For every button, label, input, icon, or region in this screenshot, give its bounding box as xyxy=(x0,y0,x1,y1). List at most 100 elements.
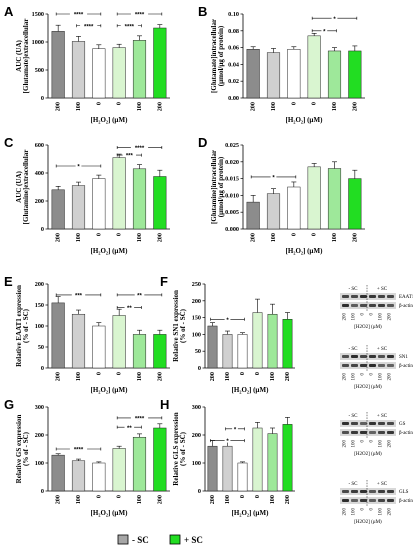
y-tick-label: 50 xyxy=(195,348,201,355)
x-tick-label: 0 xyxy=(239,372,246,375)
y-tick-label: 0.000 xyxy=(225,226,239,233)
blot-band xyxy=(369,422,376,425)
bar xyxy=(71,41,86,99)
x-tick-label: 100 xyxy=(224,495,231,504)
x-tick-label: 200 xyxy=(209,495,216,504)
x-tick-label: 0 xyxy=(254,372,261,375)
y-tick-label: 200 xyxy=(192,298,201,305)
x-tick-label: 100 xyxy=(331,102,338,111)
x-axis-title: [H₂O₂] (µM) xyxy=(91,116,128,124)
blot-strip xyxy=(340,488,396,495)
y-tick-label: 0.02 xyxy=(228,78,239,85)
bar xyxy=(92,462,106,492)
western-blots: - SC + SC EAAT1 β-actin 200 100 0 0 100 200 [H2O2]… xyxy=(340,285,413,525)
blot-band-label: β-actin xyxy=(399,431,413,436)
blot-band xyxy=(378,499,385,502)
chart-panel-b: B 0.00 0.02 0.04 0.06 0.08 0.10 200 100 0 0 100 200 [… xyxy=(198,4,365,124)
y-axis-subtitle: (µmol/µg of protein) xyxy=(217,156,225,217)
chart-panel-d: D 0.000 0.005 0.010 0.015 0.020 0.025 200 100 0 0 1… xyxy=(198,135,365,255)
blot-band xyxy=(342,431,349,434)
x-tick-label: 100 xyxy=(75,495,82,504)
bar xyxy=(222,445,233,492)
y-tick-label: 0.005 xyxy=(225,209,239,216)
y-tick-label: 300 xyxy=(192,404,201,411)
y-axis-subtitle: (% of - SC) xyxy=(179,431,187,466)
x-tick-label: 0 xyxy=(95,372,102,375)
x-tick-label: 100 xyxy=(75,372,82,381)
bar xyxy=(132,40,147,99)
bar xyxy=(112,315,126,369)
blot-band xyxy=(360,490,367,493)
legend-swatch xyxy=(169,534,181,545)
blot-band xyxy=(387,304,394,307)
blot-dose-label: 0 xyxy=(361,508,366,511)
blot-dose-label: 0 xyxy=(370,373,375,376)
bar xyxy=(282,319,293,369)
x-tick-label: 100 xyxy=(136,372,143,381)
blot-band xyxy=(369,499,376,502)
bar xyxy=(92,48,106,99)
blot-group-label: - SC xyxy=(348,482,358,487)
bar xyxy=(92,325,106,369)
blot-dose-label: 0 xyxy=(361,440,366,443)
blot-strip xyxy=(340,302,396,309)
chart-panel-c: C 0 200 400 600 200 100 0 0 100 200 [H₂O₂] (µM) AUC … xyxy=(4,135,170,255)
x-tick-label: 0 xyxy=(254,495,261,498)
significance-label: * xyxy=(333,17,336,23)
x-axis-title: [H₂O₂] (µM) xyxy=(232,386,269,394)
x-axis-title: [H₂O₂] (µM) xyxy=(286,116,323,124)
blot-band xyxy=(378,304,385,307)
blot-dose-label: 0 xyxy=(361,373,366,376)
blot-band xyxy=(387,364,394,367)
blot-dose-label: 200 xyxy=(388,508,393,516)
x-tick-label: 100 xyxy=(75,102,82,111)
y-axis-title: Relative GLS expression xyxy=(172,412,180,485)
significance-label-bg xyxy=(120,22,138,28)
blot-dose-label: 100 xyxy=(379,440,384,448)
blot-dose-label: 100 xyxy=(352,373,357,381)
bar xyxy=(51,31,65,99)
y-tick-label: 0 xyxy=(41,95,44,102)
significance-label-bg xyxy=(71,291,86,297)
y-tick-label: 200 xyxy=(35,432,44,439)
blot-band xyxy=(342,304,349,307)
y-tick-label: 600 xyxy=(35,142,44,149)
significance-label: **** xyxy=(135,146,145,152)
significance-label: **** xyxy=(135,417,145,423)
y-tick-label: 0.04 xyxy=(228,61,239,68)
x-tick-label: 0 xyxy=(116,372,123,375)
blot-band xyxy=(351,431,358,434)
significance-label-bg xyxy=(331,15,338,21)
blot-dose-label: 100 xyxy=(352,313,357,321)
blot-dose-label: 100 xyxy=(352,508,357,516)
blot-band xyxy=(342,422,349,425)
bar xyxy=(153,176,167,230)
y-axis-title: Relative GS expression xyxy=(15,415,23,484)
blot-band xyxy=(369,490,376,493)
significance-label-bg xyxy=(270,173,277,179)
panel-letter: E xyxy=(4,274,13,289)
blot-band xyxy=(387,355,394,358)
significance-label-bg xyxy=(69,11,88,16)
bar xyxy=(348,50,362,99)
x-tick-label: 200 xyxy=(55,102,62,111)
significance-label: *** xyxy=(126,154,134,160)
bar xyxy=(267,433,278,492)
significance-label-bg xyxy=(224,316,231,322)
y-axis-title: AUC (UA) xyxy=(15,39,23,71)
blot-dose-label: 0 xyxy=(370,440,375,443)
x-axis-title: [H₂O₂] (µM) xyxy=(232,509,269,517)
significance-label: ** xyxy=(127,426,132,432)
x-tick-label: 0 xyxy=(95,102,102,105)
bar xyxy=(246,201,260,230)
significance-label: ** xyxy=(137,294,142,300)
bar xyxy=(51,189,65,230)
x-tick-label: 0 xyxy=(290,102,297,105)
blot-band-label: β-actin xyxy=(399,364,413,369)
x-tick-label: 0 xyxy=(116,233,123,236)
bar xyxy=(237,334,248,369)
y-axis-title: Relative EAAT1 expression xyxy=(15,285,23,367)
bar xyxy=(282,424,293,492)
y-tick-label: 150 xyxy=(35,302,44,309)
